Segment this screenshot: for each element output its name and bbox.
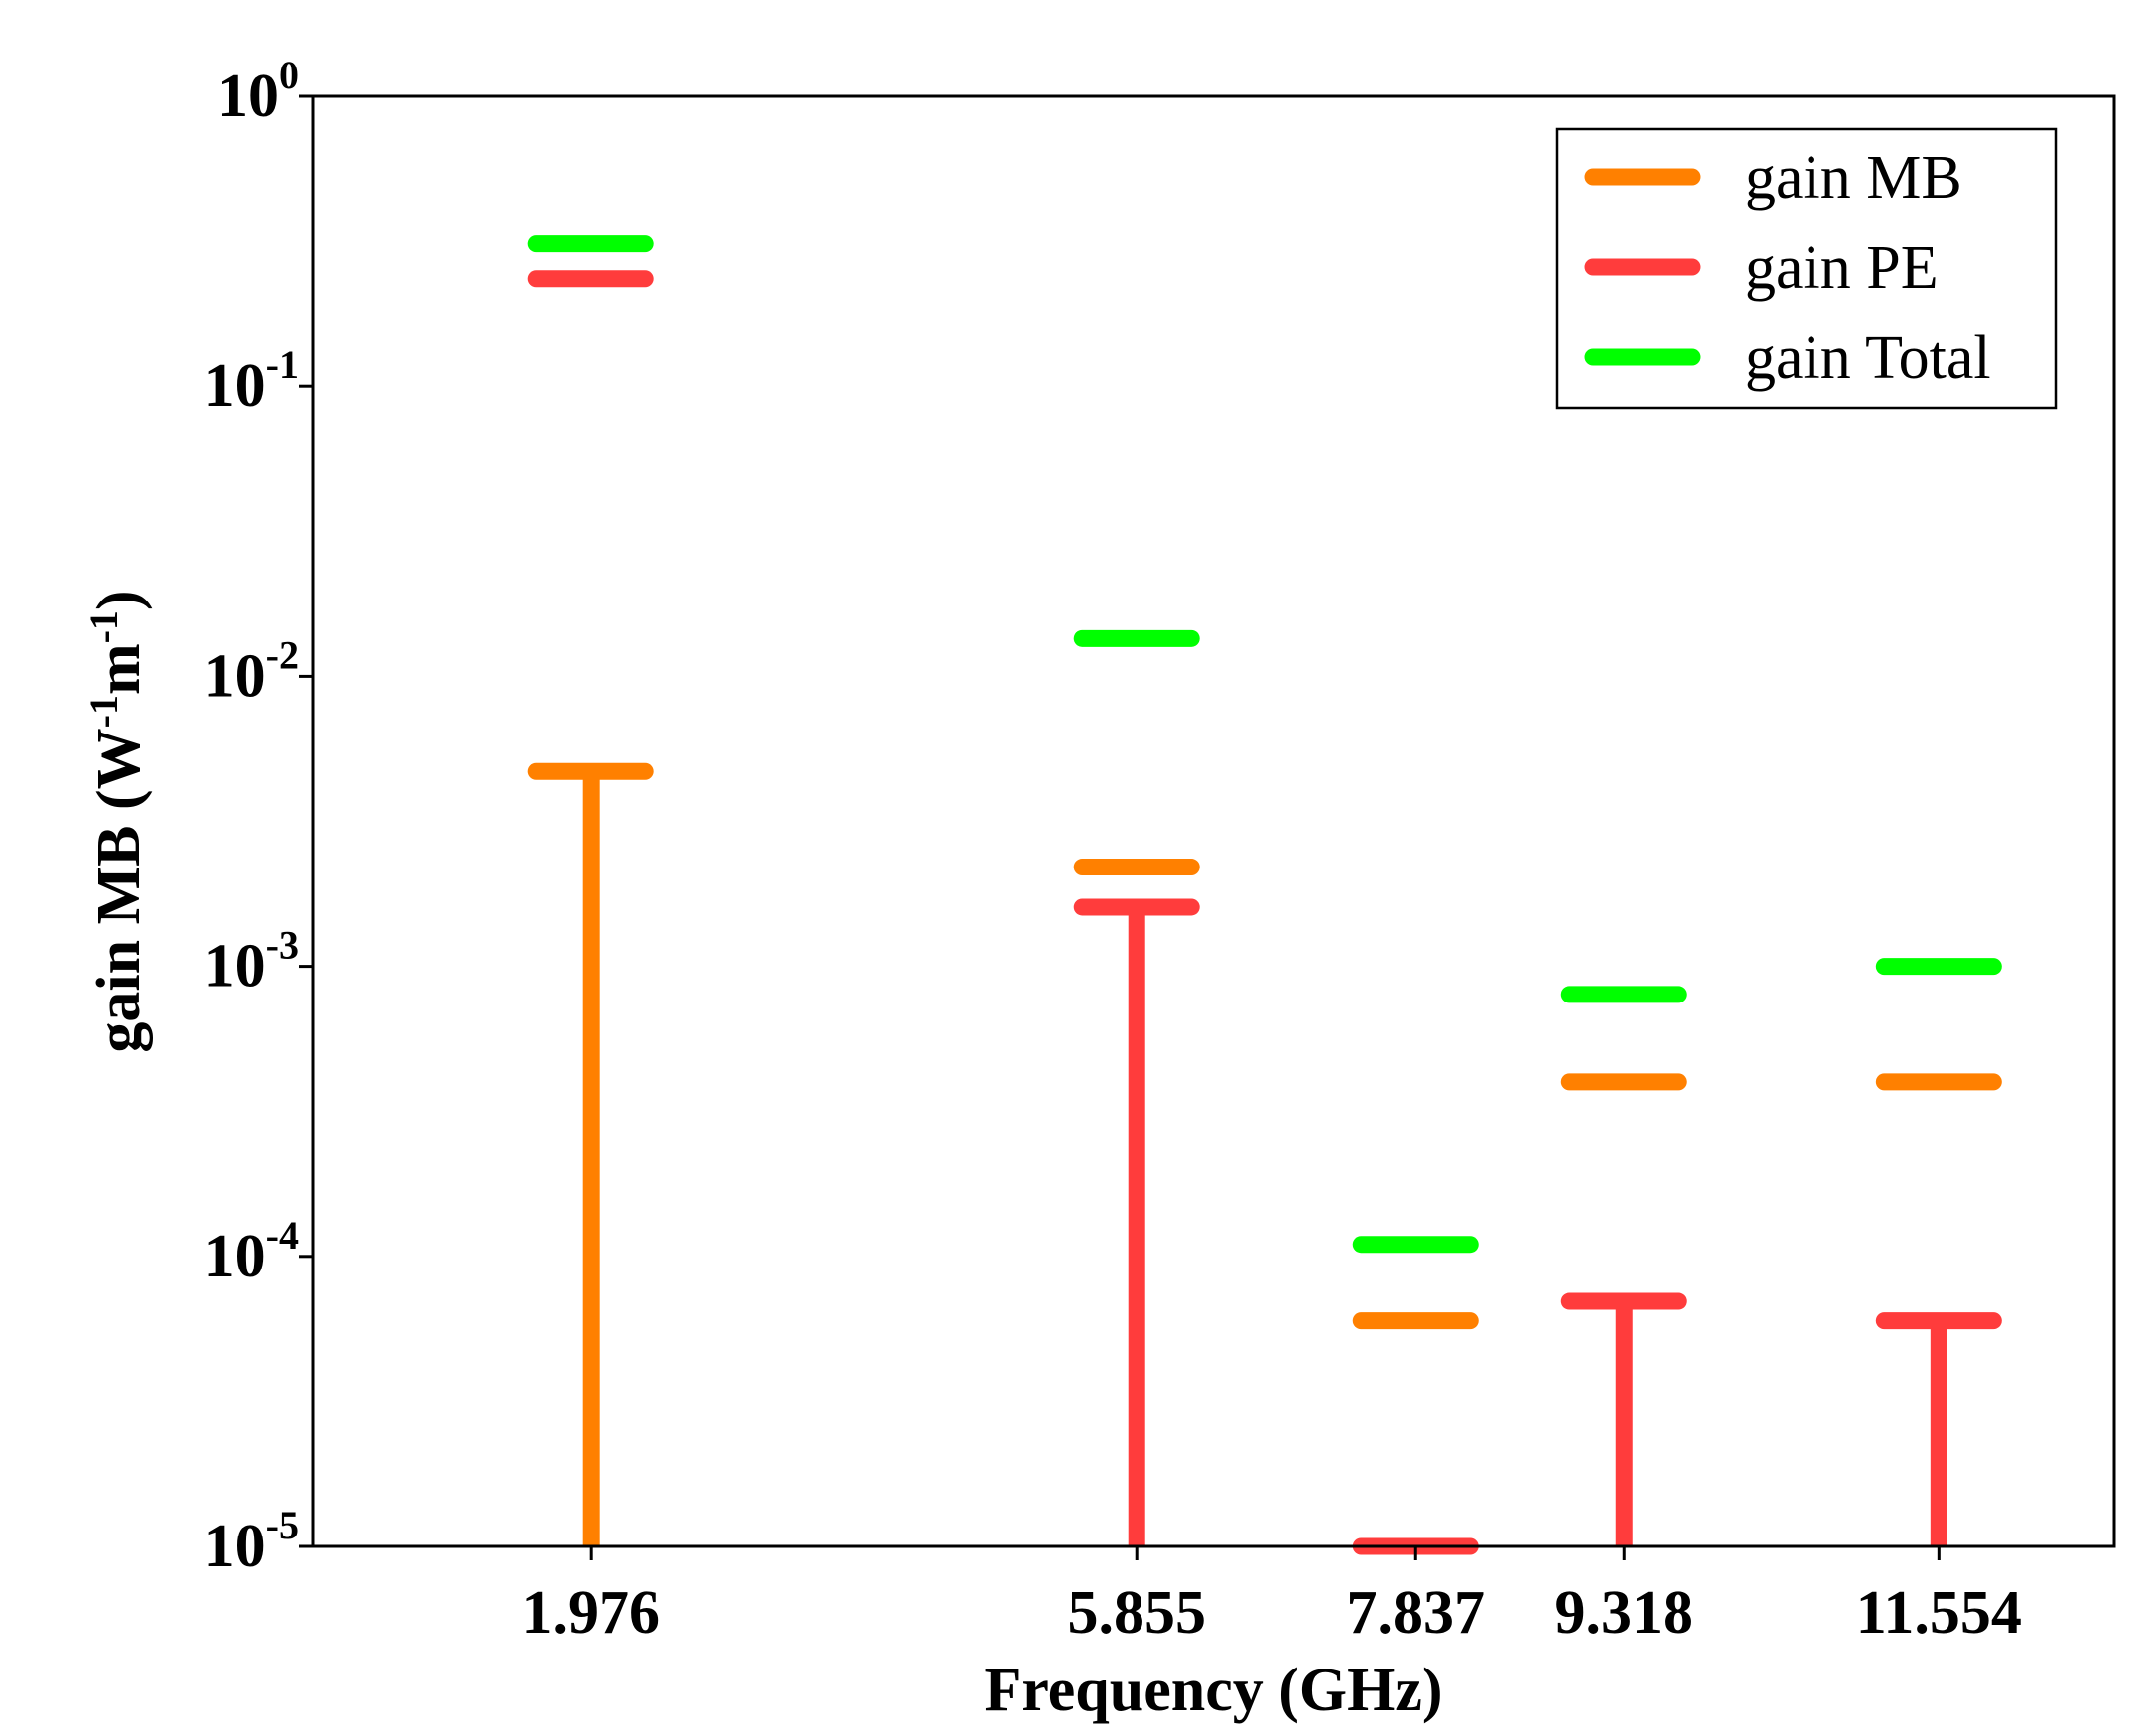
marks-layer [527,235,2002,1555]
legend: gain MB gain PE gain Total [1555,127,2058,410]
y-tick-label-base: 10 [204,642,266,710]
y-tick-label-0: 100 [217,53,299,130]
y-tick-label-2: 10-2 [204,632,299,710]
y-tick-label-exp: -4 [266,1213,299,1258]
y-tick-label-5: 10-5 [204,1503,299,1580]
stems-layer [582,771,1947,1546]
y-tick-label-base: 10 [204,352,266,420]
y-tick-label-base: 10 [204,933,266,1001]
x-axis-title: Frequency (GHz) [984,1657,1442,1724]
plot-frame [311,94,2116,1548]
y-tick-label-exp: -3 [266,923,299,968]
x-tick-label-11-554: 11.554 [1856,1579,2022,1647]
legend-item-gain-pe: gain PE [1584,234,1939,302]
y-tick-label-1: 10-1 [204,342,299,420]
y-tick-label-base: 10 [217,63,279,130]
legend-label-gain-pe: gain PE [1745,234,1939,302]
legend-items: gain MB gain PE gain Total [1584,144,1991,392]
legend-label-gain-total: gain Total [1745,325,1991,392]
x-tick-label-9-318: 9.318 [1555,1579,1694,1647]
y-axis-title-base: gain MB (W [85,728,153,1052]
y-axis-title: gain MB (W-1m-1) [81,590,154,1052]
x-axis: 1.976 5.855 7.837 9.318 11.554 [521,1546,2022,1647]
y-tick-label-3: 10-3 [204,923,299,1001]
y-axis-title-exp1: -1 [81,695,126,728]
y-tick-label-exp: -5 [266,1503,299,1547]
x-tick-label-7-837: 7.837 [1347,1579,1486,1647]
legend-item-gain-total: gain Total [1584,325,1991,392]
y-tick-label-exp: -2 [266,632,299,677]
y-tick-label-base: 10 [204,1513,266,1580]
x-tick-label-1-976: 1.976 [521,1579,660,1647]
x-tick-label-5-855: 5.855 [1067,1579,1206,1647]
y-tick-label-base: 10 [204,1223,266,1290]
legend-label-gain-mb: gain MB [1745,144,1962,211]
y-tick-label-exp: -1 [266,342,299,387]
y-tick-label-exp: 0 [279,53,299,97]
y-axis-title-mid: m [85,643,153,695]
y-axis-title-end: ) [85,590,153,610]
y-axis-title-exp2: -1 [81,610,126,643]
legend-item-gain-mb: gain MB [1584,144,1962,211]
y-tick-label-4: 10-4 [204,1213,299,1290]
